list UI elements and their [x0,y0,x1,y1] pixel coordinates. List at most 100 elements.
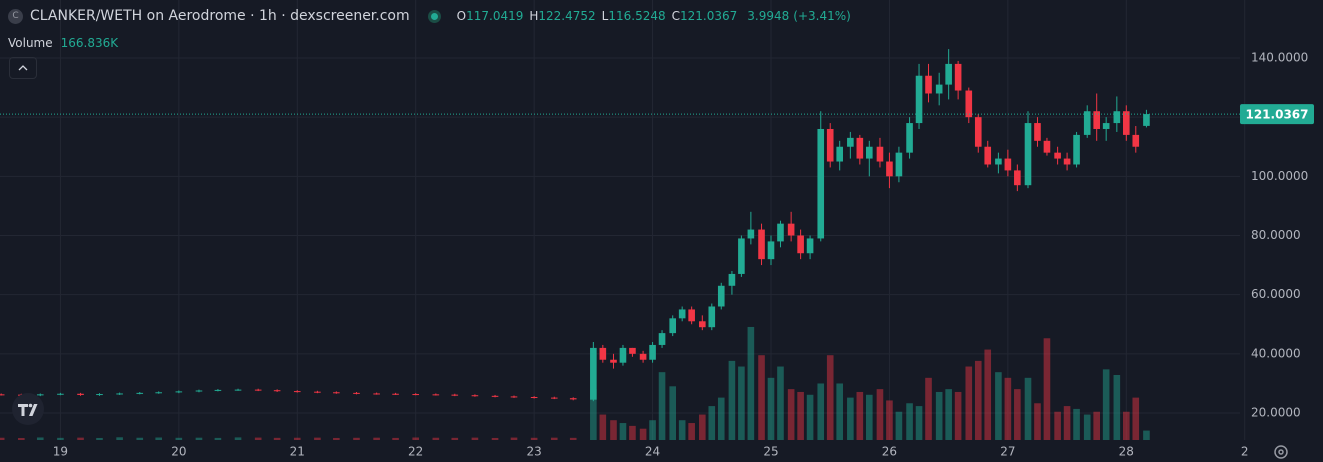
collapse-button[interactable] [9,57,37,79]
volume-bar [639,428,647,440]
volume-bar [886,400,893,440]
close-value: 121.0367 [680,9,738,23]
volume-bar [471,437,479,440]
candle-body [826,128,834,162]
volume-bar [599,414,607,440]
y-tick-label: 20.0000 [1251,405,1301,419]
volume-bar [965,366,973,440]
settings-button[interactable] [1274,445,1288,459]
candle-body [797,235,804,254]
volume-bar [658,372,666,440]
last-price-box [1240,104,1314,125]
volume-bar [717,397,725,440]
volume-bar [214,437,222,440]
candle-body [688,309,695,322]
volume-bar [451,437,459,440]
candle-body [708,306,716,328]
candle-body [293,391,301,393]
x-tick-label: 2 [1241,445,1249,459]
candle-body [550,397,558,399]
candle-body [945,63,952,85]
candle-body [569,398,577,400]
candle-body [0,394,5,396]
candle-body [1034,123,1041,141]
candle-body [984,146,992,165]
y-tick-label: 80.0000 [1251,228,1301,242]
volume-bar [797,391,804,440]
open-key: O [456,9,467,23]
volume-bar [18,438,25,440]
candle-body [629,347,636,354]
x-tick-label: 24 [645,445,660,459]
candle-body [353,392,360,394]
volume-bar [906,403,913,440]
volume-bar [530,437,538,440]
volume-bar [817,383,825,440]
volume-bar [1083,414,1091,440]
volume-bar [688,423,695,440]
candle-body [619,347,627,363]
logo [12,393,44,425]
candle-body [728,273,736,286]
candle-body [195,390,203,392]
volume-bar [847,397,854,440]
candle-body [333,392,340,394]
candle-body [1014,170,1021,186]
volume-bar [1122,411,1130,440]
volume-bar [77,437,84,440]
volume-title: Volume [8,36,53,50]
x-tick-label: 21 [290,445,305,459]
candle-body [599,347,607,360]
candle-body [1122,111,1130,135]
candle-body [392,393,399,395]
volume-bar [293,437,301,440]
volume-bar [1102,369,1110,440]
candle-body [1004,158,1012,171]
volume-bar [708,406,716,440]
candle-body [787,223,795,236]
candle-body [865,146,873,159]
candle-body [1063,158,1071,165]
candle-body [1102,123,1110,129]
candle-body [432,394,440,396]
volume-bar [1113,375,1121,440]
volume-bar [96,437,103,440]
candle-body [649,344,656,360]
volume-bar [392,437,399,440]
volume-bar [373,437,380,440]
candle-body [96,394,103,396]
volume-bar [787,389,795,440]
volume-bar [1093,411,1100,440]
volume-bar [1132,397,1140,440]
candle-body [847,137,854,147]
volume-bar [1063,406,1071,440]
candle-body [1113,111,1121,124]
candle-body [57,393,64,395]
volume-bar [954,391,962,440]
volume-bar [1034,403,1041,440]
volume-legend: Volume 166.836K [8,36,124,50]
volume-bar [195,437,203,440]
candle-body [610,359,617,363]
volume-bar [895,411,903,440]
candle-body [758,229,765,260]
candle-body [491,395,499,397]
candle-body [1043,140,1051,153]
candle-body [767,241,775,260]
candle-body [876,146,884,162]
volume-bar [353,437,360,440]
y-tick-label: 40.0000 [1251,346,1301,360]
candle-body [77,393,84,395]
volume-bar [865,394,873,440]
x-tick-label: 23 [526,445,541,459]
volume-bar [491,437,499,440]
low-key: L [601,9,609,23]
candle-body [412,394,420,396]
close-key: C [671,9,680,23]
candle-body [658,333,666,345]
candle-body [886,161,893,177]
candle-body [639,353,647,360]
candle-body [214,389,222,391]
volume-bar [254,437,262,440]
